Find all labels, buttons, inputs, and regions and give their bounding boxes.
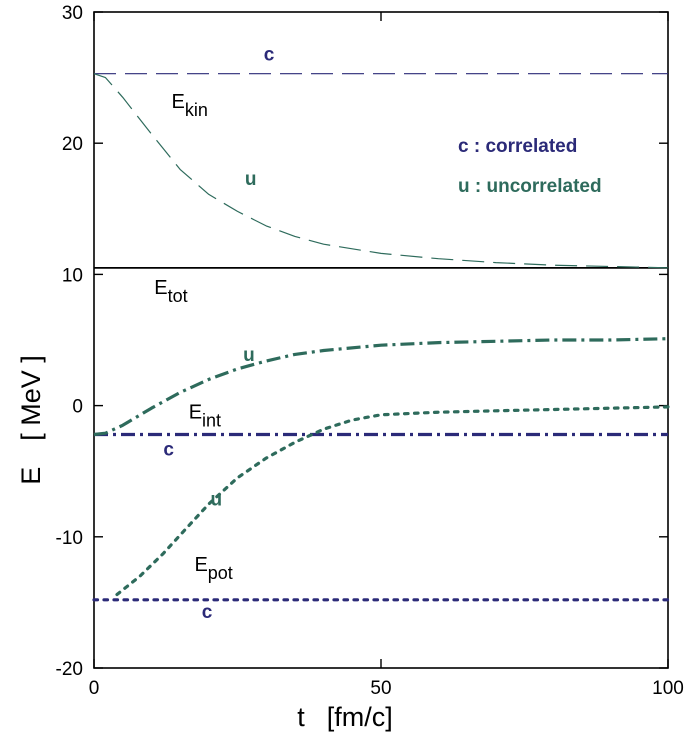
y-tick-label: -10: [56, 528, 83, 549]
x-tick-label: 100: [652, 678, 684, 699]
series-layer: [92, 73, 670, 602]
marker-mk-ekin-c: c: [264, 45, 275, 66]
label-subscript: int: [202, 411, 221, 431]
series-ekin-u: [93, 73, 669, 269]
y-axis-symbol: E: [16, 467, 46, 485]
label-main: E: [194, 554, 207, 576]
x-tick-label: 0: [89, 678, 100, 699]
label-lbl-ekin: Ekin: [171, 91, 207, 120]
label-subscript: tot: [168, 286, 188, 306]
marker-mk-eint-u: u: [243, 345, 255, 366]
legend-entry: u : uncorrelated: [458, 176, 602, 197]
label-lbl-epot: Epot: [194, 554, 232, 583]
marker-mk-epot-u: u: [210, 489, 222, 510]
legend-entry: c : correlated: [458, 136, 577, 157]
x-axis-symbol: t: [297, 702, 305, 732]
y-tick-label: 10: [62, 265, 83, 286]
series-eint-u: [93, 337, 669, 437]
label-main: E: [189, 402, 202, 424]
label-subscript: kin: [185, 100, 208, 120]
y-tick-label: 20: [62, 134, 83, 155]
y-tick-label: 30: [62, 3, 83, 24]
marker-mk-epot-c: c: [202, 602, 213, 623]
y-tick-label: 0: [72, 397, 83, 418]
legend: c : correlated u : uncorrelated: [458, 136, 602, 197]
label-main: E: [171, 91, 184, 113]
label-lbl-eint: Eint: [189, 402, 221, 431]
series-epot-u: [115, 405, 670, 597]
axis-titles: t [fm/c] E [ MeV ]: [16, 355, 393, 732]
x-axis-title: t [fm/c]: [297, 702, 393, 732]
x-tick-label: 50: [370, 678, 391, 699]
label-subscript: pot: [208, 563, 233, 583]
label-lbl-etot: Etot: [154, 277, 187, 306]
y-axis-title: E [ MeV ]: [16, 355, 46, 485]
label-main: E: [154, 277, 167, 299]
axis-ticks: 0 50 100 -20 -10 0 10 20 30: [56, 3, 684, 699]
marker-mk-eint-c: c: [163, 439, 174, 460]
x-axis-unit: [fm/c]: [327, 702, 393, 732]
y-axis-unit: [ MeV ]: [16, 355, 46, 441]
y-tick-label: -20: [56, 659, 83, 680]
marker-mk-ekin-u: u: [245, 169, 257, 190]
